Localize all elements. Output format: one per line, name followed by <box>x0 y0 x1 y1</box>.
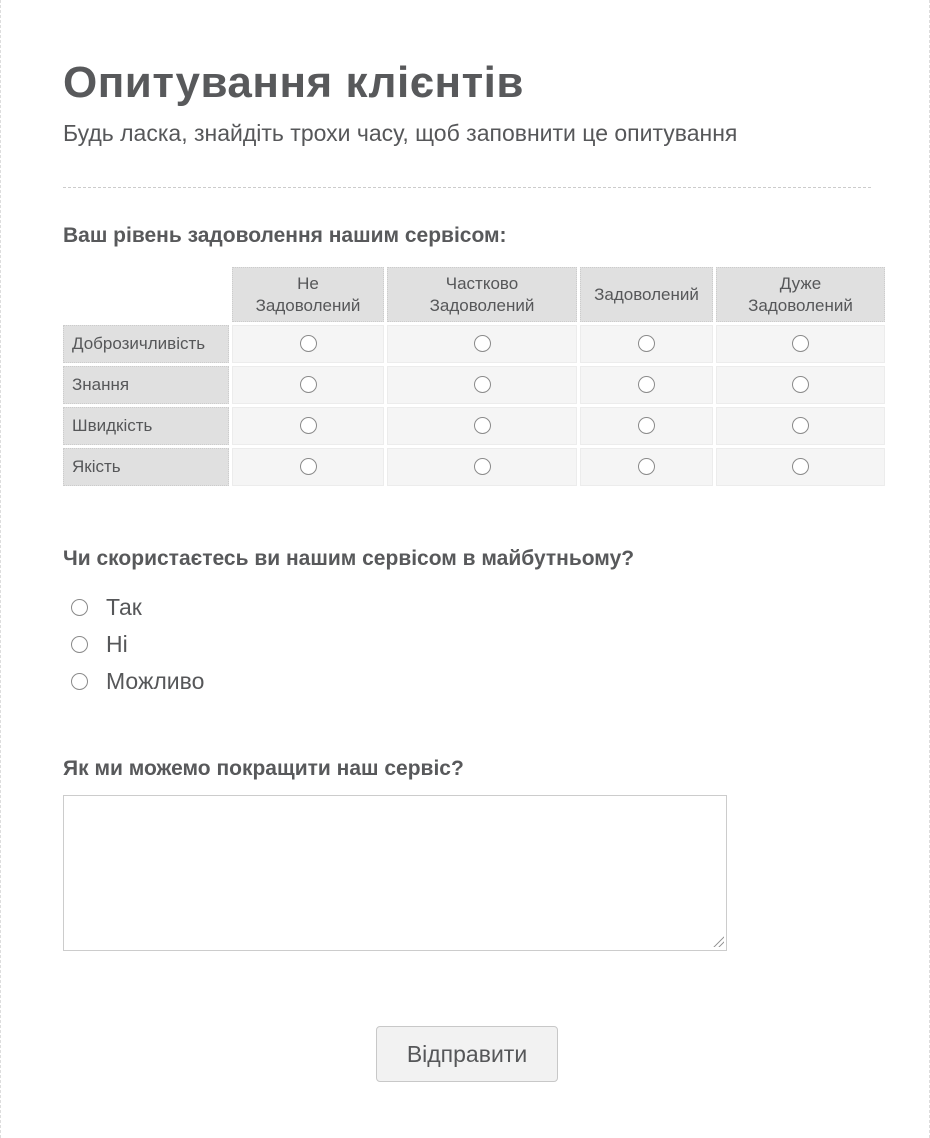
matrix-row-speed: Швидкість <box>63 407 885 446</box>
improve-textarea[interactable] <box>63 795 727 952</box>
radio-friendliness-partially-satisfied[interactable] <box>473 335 491 353</box>
option-row-yes[interactable]: Так <box>71 589 871 626</box>
divider <box>63 187 871 189</box>
matrix-cell <box>387 325 577 364</box>
radio-quality-partially-satisfied[interactable] <box>473 458 491 476</box>
option-row-maybe[interactable]: Можливо <box>71 663 871 700</box>
matrix-cell <box>232 407 384 446</box>
radio-friendliness-not-satisfied[interactable] <box>299 335 317 353</box>
matrix-cell <box>580 448 713 487</box>
matrix-row-friendliness: Доброзичливість <box>63 325 885 364</box>
matrix-row-label-speed: Швидкість <box>63 407 229 446</box>
matrix-col-label: Не Задоволений <box>255 273 361 315</box>
option-row-no[interactable]: Ні <box>71 626 871 663</box>
radio-yes[interactable] <box>71 599 88 617</box>
matrix-col-satisfied: Задоволений <box>580 267 713 323</box>
matrix-cell <box>716 366 885 405</box>
matrix-cell <box>232 366 384 405</box>
matrix-cell <box>580 366 713 405</box>
matrix-row-knowledge: Знання <box>63 366 885 405</box>
matrix-cell <box>387 448 577 487</box>
matrix-cell <box>232 448 384 487</box>
page-subtitle: Будь ласка, знайдіть трохи часу, щоб зап… <box>63 120 738 147</box>
matrix-col-partially-satisfied: Частково Задоволений <box>387 267 577 323</box>
matrix-col-not-satisfied: Не Задоволений <box>232 267 384 323</box>
radio-quality-satisfied[interactable] <box>638 458 655 476</box>
satisfaction-matrix: Не Задоволений Частково Задоволений Задо… <box>60 264 888 489</box>
radio-knowledge-not-satisfied[interactable] <box>299 376 317 394</box>
matrix-col-label: Дуже Задоволений <box>748 273 853 315</box>
improve-question-label: Як ми можемо покращити наш сервіс? <box>63 757 464 781</box>
matrix-row-label-friendliness: Доброзичливість <box>63 325 229 364</box>
matrix-cell <box>716 325 885 364</box>
matrix-cell <box>387 366 577 405</box>
radio-knowledge-very-satisfied[interactable] <box>792 376 809 394</box>
radio-speed-very-satisfied[interactable] <box>792 417 809 435</box>
matrix-cell <box>580 325 713 364</box>
radio-speed-partially-satisfied[interactable] <box>473 417 491 435</box>
future-question-label: Чи скористаєтесь ви нашим сервісом в май… <box>63 547 635 571</box>
matrix-col-label: Задоволений <box>594 284 699 304</box>
option-label-no: Ні <box>106 631 128 658</box>
matrix-row-label-quality: Якість <box>63 448 229 487</box>
matrix-cell <box>580 407 713 446</box>
radio-no[interactable] <box>71 636 88 654</box>
option-label-yes: Так <box>106 594 142 621</box>
textarea-wrapper <box>63 795 727 952</box>
matrix-row-label-knowledge: Знання <box>63 366 229 405</box>
future-options-group: Так Ні Можливо <box>63 589 871 700</box>
radio-speed-satisfied[interactable] <box>638 417 655 435</box>
submit-button[interactable]: Відправити <box>376 1026 558 1083</box>
radio-maybe[interactable] <box>71 673 88 691</box>
matrix-corner-cell <box>63 267 229 322</box>
matrix-cell <box>716 407 885 446</box>
matrix-cell <box>716 448 885 487</box>
matrix-col-label: Частково Задоволений <box>429 273 535 315</box>
matrix-row-quality: Якість <box>63 448 885 487</box>
radio-knowledge-partially-satisfied[interactable] <box>473 376 491 394</box>
matrix-question-label: Ваш рівень задоволення нашим сервісом: <box>63 224 507 248</box>
radio-quality-very-satisfied[interactable] <box>792 458 809 476</box>
radio-knowledge-satisfied[interactable] <box>638 376 655 394</box>
page-title: Опитування клієнтів <box>63 58 524 107</box>
matrix-cell <box>232 325 384 364</box>
matrix-header-row: Не Задоволений Частково Задоволений Задо… <box>63 267 885 323</box>
matrix-cell <box>387 407 577 446</box>
radio-quality-not-satisfied[interactable] <box>299 458 317 476</box>
radio-speed-not-satisfied[interactable] <box>299 417 317 435</box>
radio-friendliness-very-satisfied[interactable] <box>792 335 809 353</box>
matrix-col-very-satisfied: Дуже Задоволений <box>716 267 885 323</box>
radio-friendliness-satisfied[interactable] <box>638 335 655 353</box>
option-label-maybe: Можливо <box>106 668 205 695</box>
resize-handle-icon[interactable] <box>712 935 724 948</box>
